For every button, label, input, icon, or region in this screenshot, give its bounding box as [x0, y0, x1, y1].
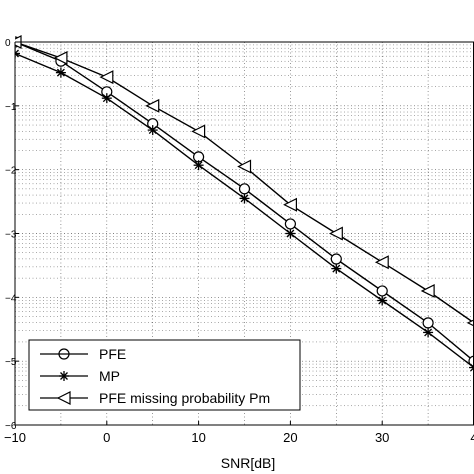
legend-label: PFE	[99, 346, 126, 362]
y-tick-label: −2	[5, 166, 17, 177]
legend-marker-triangle-left-icon	[56, 391, 71, 405]
legend: PFE MP PFE missing probability Pm	[28, 339, 301, 411]
marker-asterisk	[15, 48, 20, 59]
legend-marker-asterisk-icon	[59, 371, 69, 381]
marker-asterisk	[193, 160, 204, 171]
y-tick-label: −4	[5, 293, 17, 304]
marker-triangle-left	[420, 283, 435, 298]
marker-circle	[330, 253, 342, 265]
marker-circle	[238, 183, 251, 195]
marker-triangle-left	[191, 124, 206, 139]
legend-label: PFE missing probability Pm	[99, 390, 270, 406]
y-tick-label: 0	[5, 38, 11, 49]
x-tick-label: −10	[4, 430, 26, 445]
legend-marker-circle-icon	[58, 348, 70, 360]
marker-triangle-left	[145, 98, 160, 113]
legend-entry-mp: MP	[40, 368, 120, 384]
marker-asterisk	[101, 93, 112, 104]
marker-asterisk	[469, 362, 474, 373]
marker-triangle-left	[53, 50, 68, 65]
marker-triangle-left	[99, 70, 114, 85]
marker-asterisk	[377, 295, 388, 306]
marker-circle	[376, 285, 388, 297]
legend-label: MP	[99, 368, 120, 384]
x-axis-label: SNR[dB]	[221, 455, 275, 471]
marker-asterisk	[55, 67, 66, 78]
marker-triangle-left	[237, 159, 252, 174]
grid	[14, 42, 474, 426]
plot-area	[15, 35, 474, 373]
y-tick-label: −3	[5, 230, 17, 241]
marker-asterisk	[147, 125, 158, 136]
x-tick-label: 4	[470, 430, 474, 445]
y-tick-label: −1	[5, 102, 17, 113]
x-tick-label: 0	[103, 430, 110, 445]
x-tick-label: 30	[375, 430, 389, 445]
marker-asterisk	[285, 228, 296, 239]
marker-circle	[468, 355, 474, 367]
marker-asterisk	[423, 327, 434, 338]
legend-entry-pfe: PFE	[40, 346, 126, 362]
y-tick-label: −6	[5, 421, 17, 432]
tick-labels: −10010203040−1−2−3−4−5−6	[4, 38, 474, 445]
legend-entry-pm: PFE missing probability Pm	[40, 390, 270, 406]
marker-asterisk	[331, 263, 342, 274]
marker-circle	[422, 317, 434, 329]
x-tick-label: 10	[191, 430, 205, 445]
marker-triangle-left	[328, 226, 343, 241]
x-tick-label: 20	[283, 430, 297, 445]
marker-triangle-left	[466, 319, 474, 327]
marker-triangle-left	[374, 255, 389, 270]
marker-asterisk	[239, 193, 250, 204]
series-lines	[15, 35, 474, 373]
marker-triangle-left	[283, 197, 297, 212]
marker-circle	[284, 218, 296, 230]
y-tick-label: −5	[5, 357, 17, 368]
